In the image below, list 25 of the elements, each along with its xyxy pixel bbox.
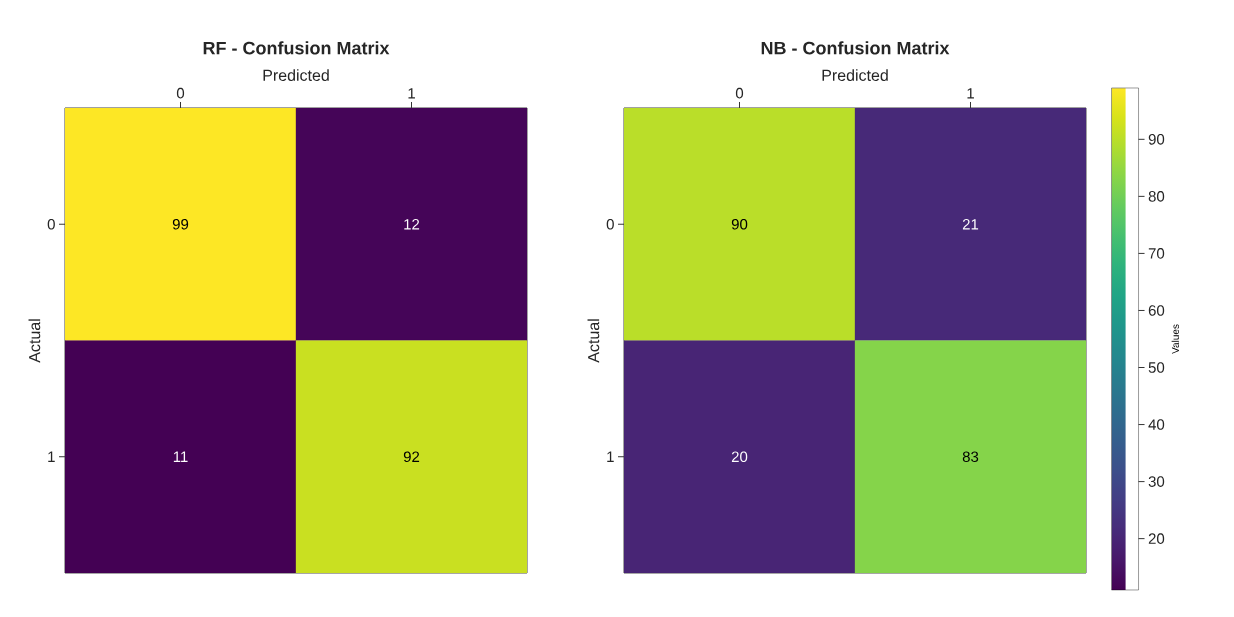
data-label: 83 <box>962 451 979 463</box>
data-label: 11 <box>173 451 188 462</box>
data-label: 20 <box>731 451 748 463</box>
color-bar-title: Values <box>1171 324 1179 354</box>
chart-title: RF - Confusion Matrix <box>203 41 390 55</box>
chart-title: NB - Confusion Matrix <box>761 41 950 55</box>
data-label: 21 <box>962 219 979 230</box>
x-tick-label: 1 <box>967 88 974 99</box>
x-axis-title: Predicted <box>263 69 329 81</box>
x-tick-label: 1 <box>408 88 415 99</box>
color-bar-label: 20 <box>1148 533 1165 544</box>
color-bar-label: 40 <box>1148 419 1165 430</box>
x-tick-label: 0 <box>735 87 744 99</box>
color-bar-label: 50 <box>1148 362 1165 373</box>
x-tick-label: 0 <box>176 87 185 99</box>
x-axis-title: Predicted <box>822 69 888 81</box>
color-bar-label: 90 <box>1148 134 1165 145</box>
color-bar-label: 60 <box>1148 305 1165 316</box>
y-axis-title: Actual <box>587 319 600 363</box>
y-axis-title: Actual <box>28 319 41 363</box>
data-label: 92 <box>403 451 420 463</box>
color-bar-label: 30 <box>1148 476 1165 487</box>
data-label: 12 <box>404 219 420 230</box>
color-bar-label: 70 <box>1148 248 1165 259</box>
color-bar-label: 80 <box>1148 191 1165 202</box>
